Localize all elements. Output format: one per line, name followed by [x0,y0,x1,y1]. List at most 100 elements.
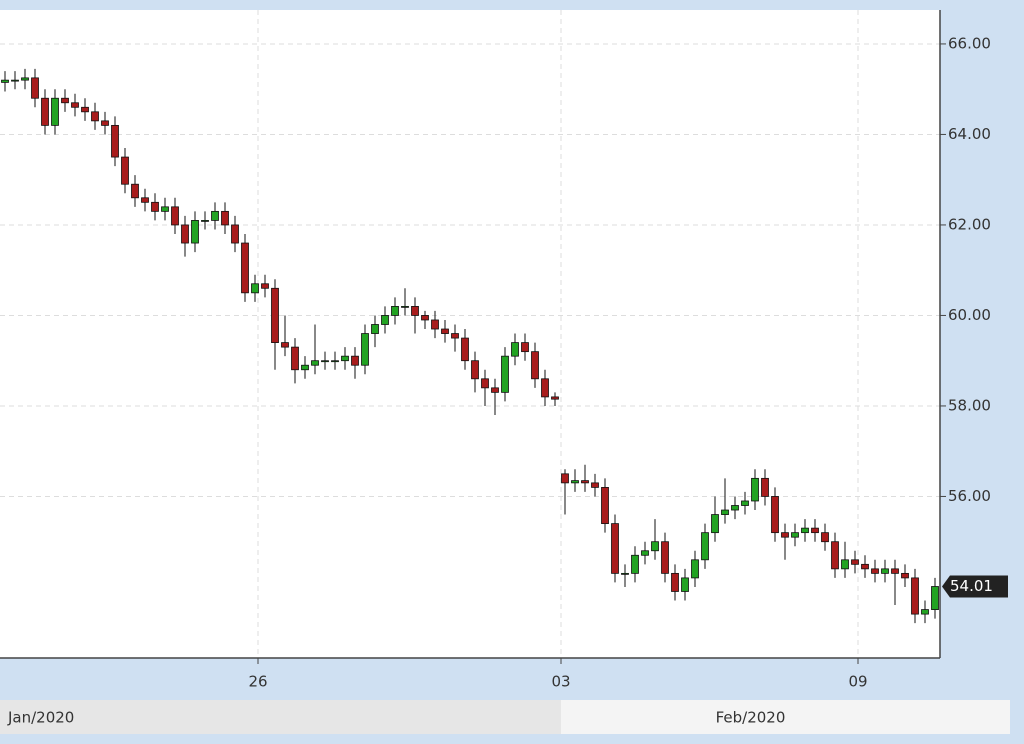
candle-body [451,333,459,339]
candle-body [531,351,539,380]
candle-body [111,124,119,158]
candle-body [41,97,49,126]
candle-body [821,532,829,543]
candle-body [541,378,549,398]
candle-body [101,120,109,126]
candle-body [871,568,879,574]
candle-body [461,337,469,362]
candle-body [861,563,869,570]
candle-body [271,287,279,343]
candle-body [641,550,649,556]
candle-body [571,480,579,484]
last-price-label: 54.01 [950,577,993,595]
candle-body [251,283,259,294]
candle-body [671,572,679,592]
candle-body [351,355,359,366]
candle-body [651,541,659,552]
period-band [561,700,1010,734]
candle-body [241,242,249,294]
candle-body [151,201,159,212]
candle-body [851,559,859,565]
candle-body [371,324,379,334]
candle-body [171,206,179,226]
last-price-tag [942,575,1008,598]
candle-body [281,342,289,348]
candle-body [901,572,909,579]
candle-body [841,559,849,570]
candle-body [581,480,589,484]
candle-body [11,79,19,82]
candle-body [481,378,489,389]
candle-body [431,319,439,330]
candle-body [331,360,339,363]
candle-body [401,305,409,308]
period-label: Feb/2020 [716,709,786,727]
candle-body [751,477,759,502]
candle-body [731,505,739,511]
candle-body [221,210,229,226]
plot-area [0,10,940,658]
candle-body [321,360,329,363]
candle-body [721,509,729,515]
y-tick-label: 66.00 [948,34,991,52]
candle-body [931,586,939,610]
candle-body [891,568,899,574]
candle-body [661,541,669,574]
y-tick-label: 64.00 [948,125,991,143]
candle-body [911,577,919,615]
candle-body [311,360,319,366]
candle-body [341,355,349,362]
candle-body [121,156,129,185]
candle-body [711,514,719,534]
candle-body [831,541,839,570]
x-tick-label: 09 [848,673,867,691]
candle-body [361,333,369,366]
candle-body [511,342,519,357]
candle-body [61,97,69,104]
candle-body [691,559,699,579]
candle-body [801,527,809,534]
candle-body [211,210,219,221]
candle-body [791,532,799,538]
candle-body [701,532,709,561]
candle-body [491,387,499,393]
candle-body [231,224,239,244]
candle-body [601,487,609,525]
x-tick-label: 03 [551,673,570,691]
candle-body [921,609,929,615]
candle-body [191,220,199,244]
candle-body [741,500,749,506]
candle-body [591,482,599,488]
candle-body [1,79,9,83]
candle-body [421,315,429,321]
candle-body [441,328,449,334]
candle-body [391,305,399,316]
candle-body [561,473,569,484]
candle-body [771,496,779,534]
candle-body [51,97,59,126]
y-tick-label: 60.00 [948,306,991,324]
candle-body [621,572,629,575]
candle-body [521,342,529,353]
period-label: Jan/2020 [7,709,74,727]
candle-body [881,568,889,574]
candle-body [551,396,559,400]
candle-body [141,197,149,203]
candle-body [181,224,189,244]
candle-body [761,477,769,497]
candle-body [381,315,389,325]
candle-body [91,111,99,122]
candle-body [631,554,639,574]
y-tick-label: 58.00 [948,396,991,414]
candle-body [291,346,299,371]
candle-body [471,360,479,380]
candle-body [811,527,819,534]
candle-body [31,77,39,99]
candle-body [161,206,169,212]
candle-body [81,106,89,113]
y-tick-label: 62.00 [948,215,991,233]
y-tick-label: 56.00 [948,487,991,505]
candle-body [781,532,789,538]
